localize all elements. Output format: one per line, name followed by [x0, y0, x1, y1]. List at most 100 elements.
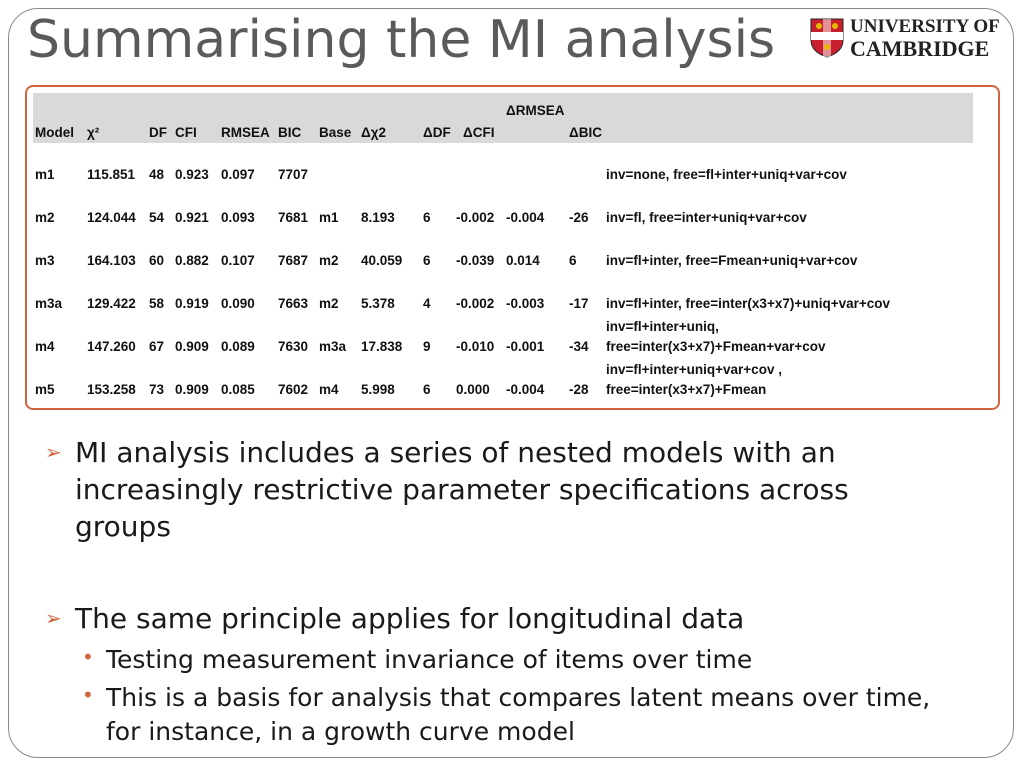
table-cell: 7663 — [278, 296, 309, 311]
header-cell: CFI — [175, 125, 197, 140]
bullet-text: This is a basis for analysis that compar… — [106, 683, 931, 746]
table-cell: 6 — [423, 210, 431, 225]
header-cell: Δχ2 — [361, 125, 386, 140]
table-cell: 0.909 — [175, 382, 209, 397]
table-cell: inv=fl+inter, free=inter(x3+x7)+uniq+var… — [606, 296, 891, 311]
table-cell: 58 — [149, 296, 165, 311]
table-cell: 9 — [423, 339, 431, 354]
table-cell: 4 — [423, 296, 431, 311]
table-cell: 0.090 — [221, 296, 255, 311]
table-cell: -0.010 — [456, 339, 495, 354]
table-cell: 0.097 — [221, 167, 255, 182]
table-cell: -0.004 — [506, 210, 545, 225]
bullet-text: The same principle applies for longitudi… — [75, 602, 745, 635]
table-cell: 17.838 — [361, 339, 403, 354]
table-cell: 8.193 — [361, 210, 395, 225]
table-cell: 129.422 — [87, 296, 136, 311]
table-cell: 73 — [149, 382, 165, 397]
table-cell: 40.059 — [361, 253, 403, 268]
logo: UNIVERSITY OF CAMBRIDGE — [810, 16, 1000, 60]
table-cell: 7602 — [278, 382, 309, 397]
table-cell: -26 — [569, 210, 589, 225]
table-cell: 153.258 — [87, 382, 136, 397]
table-cell: 5.378 — [361, 296, 395, 311]
table-cell: m3a — [35, 296, 63, 311]
table-cell: inv=fl+inter+uniq+var+cov , free=inter(x… — [606, 362, 782, 397]
table-cell: inv=none, free=fl+inter+uniq+var+cov — [606, 167, 847, 182]
table-cell: 7681 — [278, 210, 309, 225]
header-cell: Base — [319, 125, 352, 140]
table-cell: m2 — [35, 210, 55, 225]
table-cell: m1 — [319, 210, 339, 225]
bullet-icon: ➢ — [45, 606, 62, 630]
table-cell: m3 — [35, 253, 55, 268]
table-cell: 0.107 — [221, 253, 255, 268]
bullet-icon: • — [82, 683, 94, 707]
table-cell: m1 — [35, 167, 55, 182]
table-cell: -28 — [569, 382, 589, 397]
header-cell: RMSEA — [221, 125, 270, 140]
table-cell: 6 — [569, 253, 577, 268]
slide-title: Summarising the MI analysis — [27, 10, 776, 70]
header-cell: ΔDF — [423, 125, 451, 140]
table-cell: m2 — [319, 253, 339, 268]
logo-text: UNIVERSITY OF CAMBRIDGE — [850, 16, 1000, 60]
table-cell: 67 — [149, 339, 165, 354]
bullet-text: Testing measurement invariance of items … — [106, 645, 753, 674]
table-cell: 164.103 — [87, 253, 136, 268]
table-cell: inv=fl+inter+uniq, free=inter(x3+x7)+Fme… — [606, 319, 826, 354]
table-cell: 6 — [423, 253, 431, 268]
table-cell: 6 — [423, 382, 431, 397]
header-cell: BIC — [278, 125, 302, 140]
bullet-icon: • — [82, 645, 94, 669]
table-cell: 7707 — [278, 167, 309, 182]
table-cell: m4 — [35, 339, 55, 354]
table-cell: 48 — [149, 167, 165, 182]
table-cell: inv=fl+inter, free=Fmean+uniq+var+cov — [606, 253, 858, 268]
table-cell: inv=fl, free=inter+uniq+var+cov — [606, 210, 807, 225]
header-cell: χ² — [87, 125, 100, 140]
table-cell: 5.998 — [361, 382, 395, 397]
table-cell: 0.085 — [221, 382, 255, 397]
table-cell: 147.260 — [87, 339, 136, 354]
table-cell: -0.004 — [506, 382, 545, 397]
bullet-icon: ➢ — [45, 440, 62, 464]
bullet-text: MI analysis includes a series of nested … — [75, 436, 849, 543]
header-cell: Model — [35, 125, 74, 140]
table-cell: 7630 — [278, 339, 309, 354]
table-cell: -0.002 — [456, 296, 495, 311]
table-cell: 0.014 — [506, 253, 540, 268]
table-cell: 7687 — [278, 253, 309, 268]
crest — [810, 18, 844, 58]
logo-line: UNIVERSITY OF — [850, 16, 1000, 37]
table-cell: 0.923 — [175, 167, 209, 182]
table-cell: m4 — [319, 382, 339, 397]
table-cell: -0.002 — [456, 210, 495, 225]
header-cell: ΔCFI — [463, 125, 495, 140]
table-cell: 54 — [149, 210, 165, 225]
logo-line: CAMBRIDGE — [850, 36, 990, 61]
table-cell: 0.909 — [175, 339, 209, 354]
table-cell: -0.003 — [506, 296, 545, 311]
table-cell: 0.093 — [221, 210, 255, 225]
table-cell: m3a — [319, 339, 347, 354]
table-cell: 115.851 — [87, 167, 136, 182]
table-cell: -17 — [569, 296, 589, 311]
table-cell: 0.000 — [456, 382, 490, 397]
table-header-bg — [33, 93, 973, 143]
table-cell: -0.039 — [456, 253, 495, 268]
table-cell: 0.882 — [175, 253, 209, 268]
header-cell: ΔBIC — [569, 125, 602, 140]
header-cell: ΔRMSEA — [506, 103, 565, 118]
table-cell: m5 — [35, 382, 55, 397]
table-cell: 124.044 — [87, 210, 136, 225]
header-cell: DF — [149, 125, 167, 140]
table-cell: m2 — [319, 296, 339, 311]
table-frame — [25, 85, 1000, 410]
table-cell: 0.919 — [175, 296, 209, 311]
table-cell: 0.921 — [175, 210, 209, 225]
slide-frame — [8, 8, 1014, 758]
table-cell: -34 — [569, 339, 589, 354]
table-cell: 60 — [149, 253, 165, 268]
